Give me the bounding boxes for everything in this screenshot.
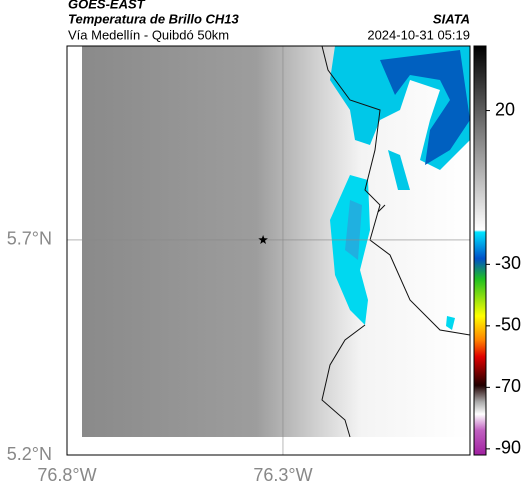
map-frame xyxy=(66,45,471,456)
colorbar-tick-label: -70 xyxy=(495,376,521,396)
colorbar xyxy=(473,45,487,456)
imagery xyxy=(82,45,471,438)
source: GOES-EAST xyxy=(68,0,146,11)
colorbar-tick-label: -50 xyxy=(495,315,521,335)
y-tick-label: 5.2°N xyxy=(7,444,52,464)
x-tick-label: 76.8°W xyxy=(37,465,96,485)
timestamp: 2024-10-31 05:19 xyxy=(367,27,470,42)
colorbar-tick-label: 20 xyxy=(495,99,515,119)
location-marker xyxy=(258,235,268,244)
credit: SIATA xyxy=(433,11,470,26)
colorbar-tick-label: -90 xyxy=(495,438,521,458)
y-tick-label: 5.7°N xyxy=(7,229,52,249)
colorbar-tick-label: -30 xyxy=(495,253,521,273)
x-tick-label: 76.3°W xyxy=(253,465,312,485)
title: Temperatura de Brillo CH13 xyxy=(68,11,240,26)
subtitle: Vía Medellín - Quibdó 50km xyxy=(68,27,229,42)
